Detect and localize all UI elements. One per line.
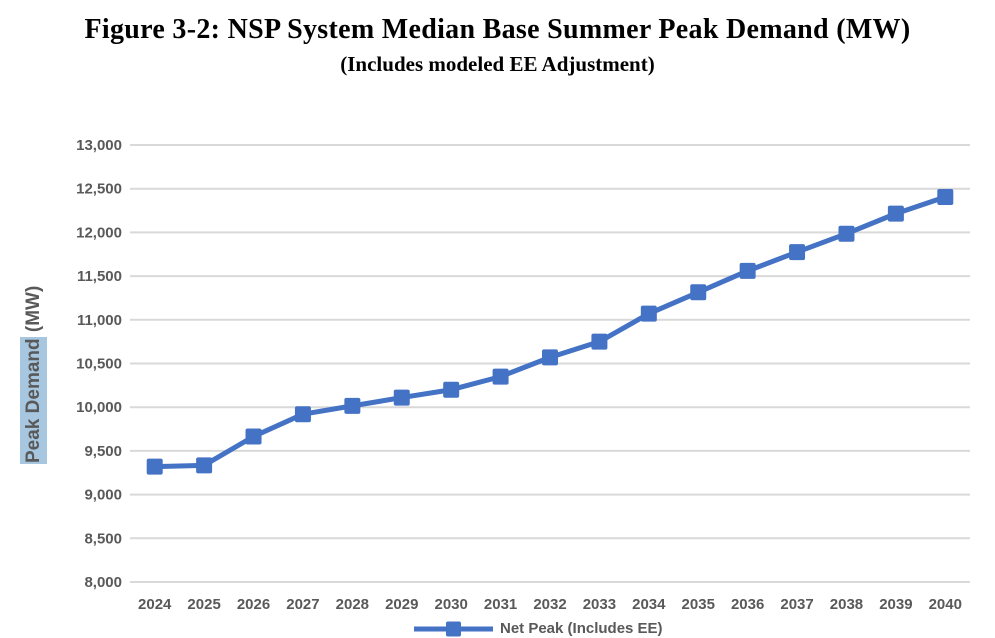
x-tick-label: 2038	[830, 596, 863, 613]
x-tick-label: 2030	[434, 596, 467, 613]
y-tick-label: 8,500	[84, 530, 122, 547]
series-line	[152, 194, 948, 470]
legend-series-marker-icon	[414, 621, 493, 636]
y-tick-label: 11,000	[77, 312, 122, 329]
x-tick-label: 2035	[682, 596, 715, 613]
series-marker	[838, 225, 855, 242]
series-marker	[640, 305, 657, 322]
series-marker	[443, 381, 460, 398]
y-tick-label: 10,500	[76, 356, 122, 373]
series-marker	[937, 189, 954, 206]
x-tick-label: 2039	[879, 596, 912, 613]
series-marker	[789, 244, 806, 261]
x-tick-label: 2029	[385, 596, 418, 613]
series-marker	[196, 457, 213, 474]
x-tick-label: 2026	[237, 596, 270, 613]
y-tick-label: 9,000	[84, 487, 122, 504]
series-marker	[739, 262, 756, 279]
series-marker	[344, 397, 361, 414]
x-tick-label: 2027	[286, 596, 319, 613]
series-marker	[690, 284, 707, 301]
series-marker	[294, 406, 311, 423]
y-tick-label: 11,500	[77, 268, 122, 285]
series-marker	[591, 333, 608, 350]
x-tick-label: 2024	[138, 596, 172, 613]
legend: Net Peak (Includes EE)	[414, 620, 663, 637]
y-tick-label: 12,000	[76, 224, 122, 241]
y-tick-label: 10,000	[76, 399, 122, 416]
series-marker	[492, 368, 509, 385]
y-tick-label: 9,500	[84, 443, 122, 460]
series-marker	[245, 428, 262, 445]
x-tick-label: 2032	[533, 596, 566, 613]
series-marker	[393, 389, 410, 406]
y-tick-label: 8,000	[84, 574, 122, 591]
series-marker	[887, 205, 904, 222]
y-tick-label: 12,500	[76, 181, 122, 198]
x-tick-label: 2025	[187, 596, 220, 613]
series-marker	[542, 349, 558, 366]
x-tick-label: 2036	[731, 596, 764, 613]
figure-subtitle: (Includes modeled EE Adjustment)	[340, 52, 655, 76]
series-marker	[146, 458, 163, 475]
y-tick-label: 13,000	[76, 137, 122, 154]
legend-label: Net Peak (Includes EE)	[500, 620, 663, 637]
x-tick-label: 2031	[484, 596, 517, 613]
x-tick-label: 2033	[583, 596, 616, 613]
x-tick-label: 2037	[780, 596, 813, 613]
figure-title: Figure 3-2: NSP System Median Base Summe…	[84, 14, 911, 45]
x-tick-label: 2040	[929, 596, 962, 613]
x-tick-label: 2034	[632, 596, 666, 613]
x-tick-label: 2028	[336, 596, 369, 613]
